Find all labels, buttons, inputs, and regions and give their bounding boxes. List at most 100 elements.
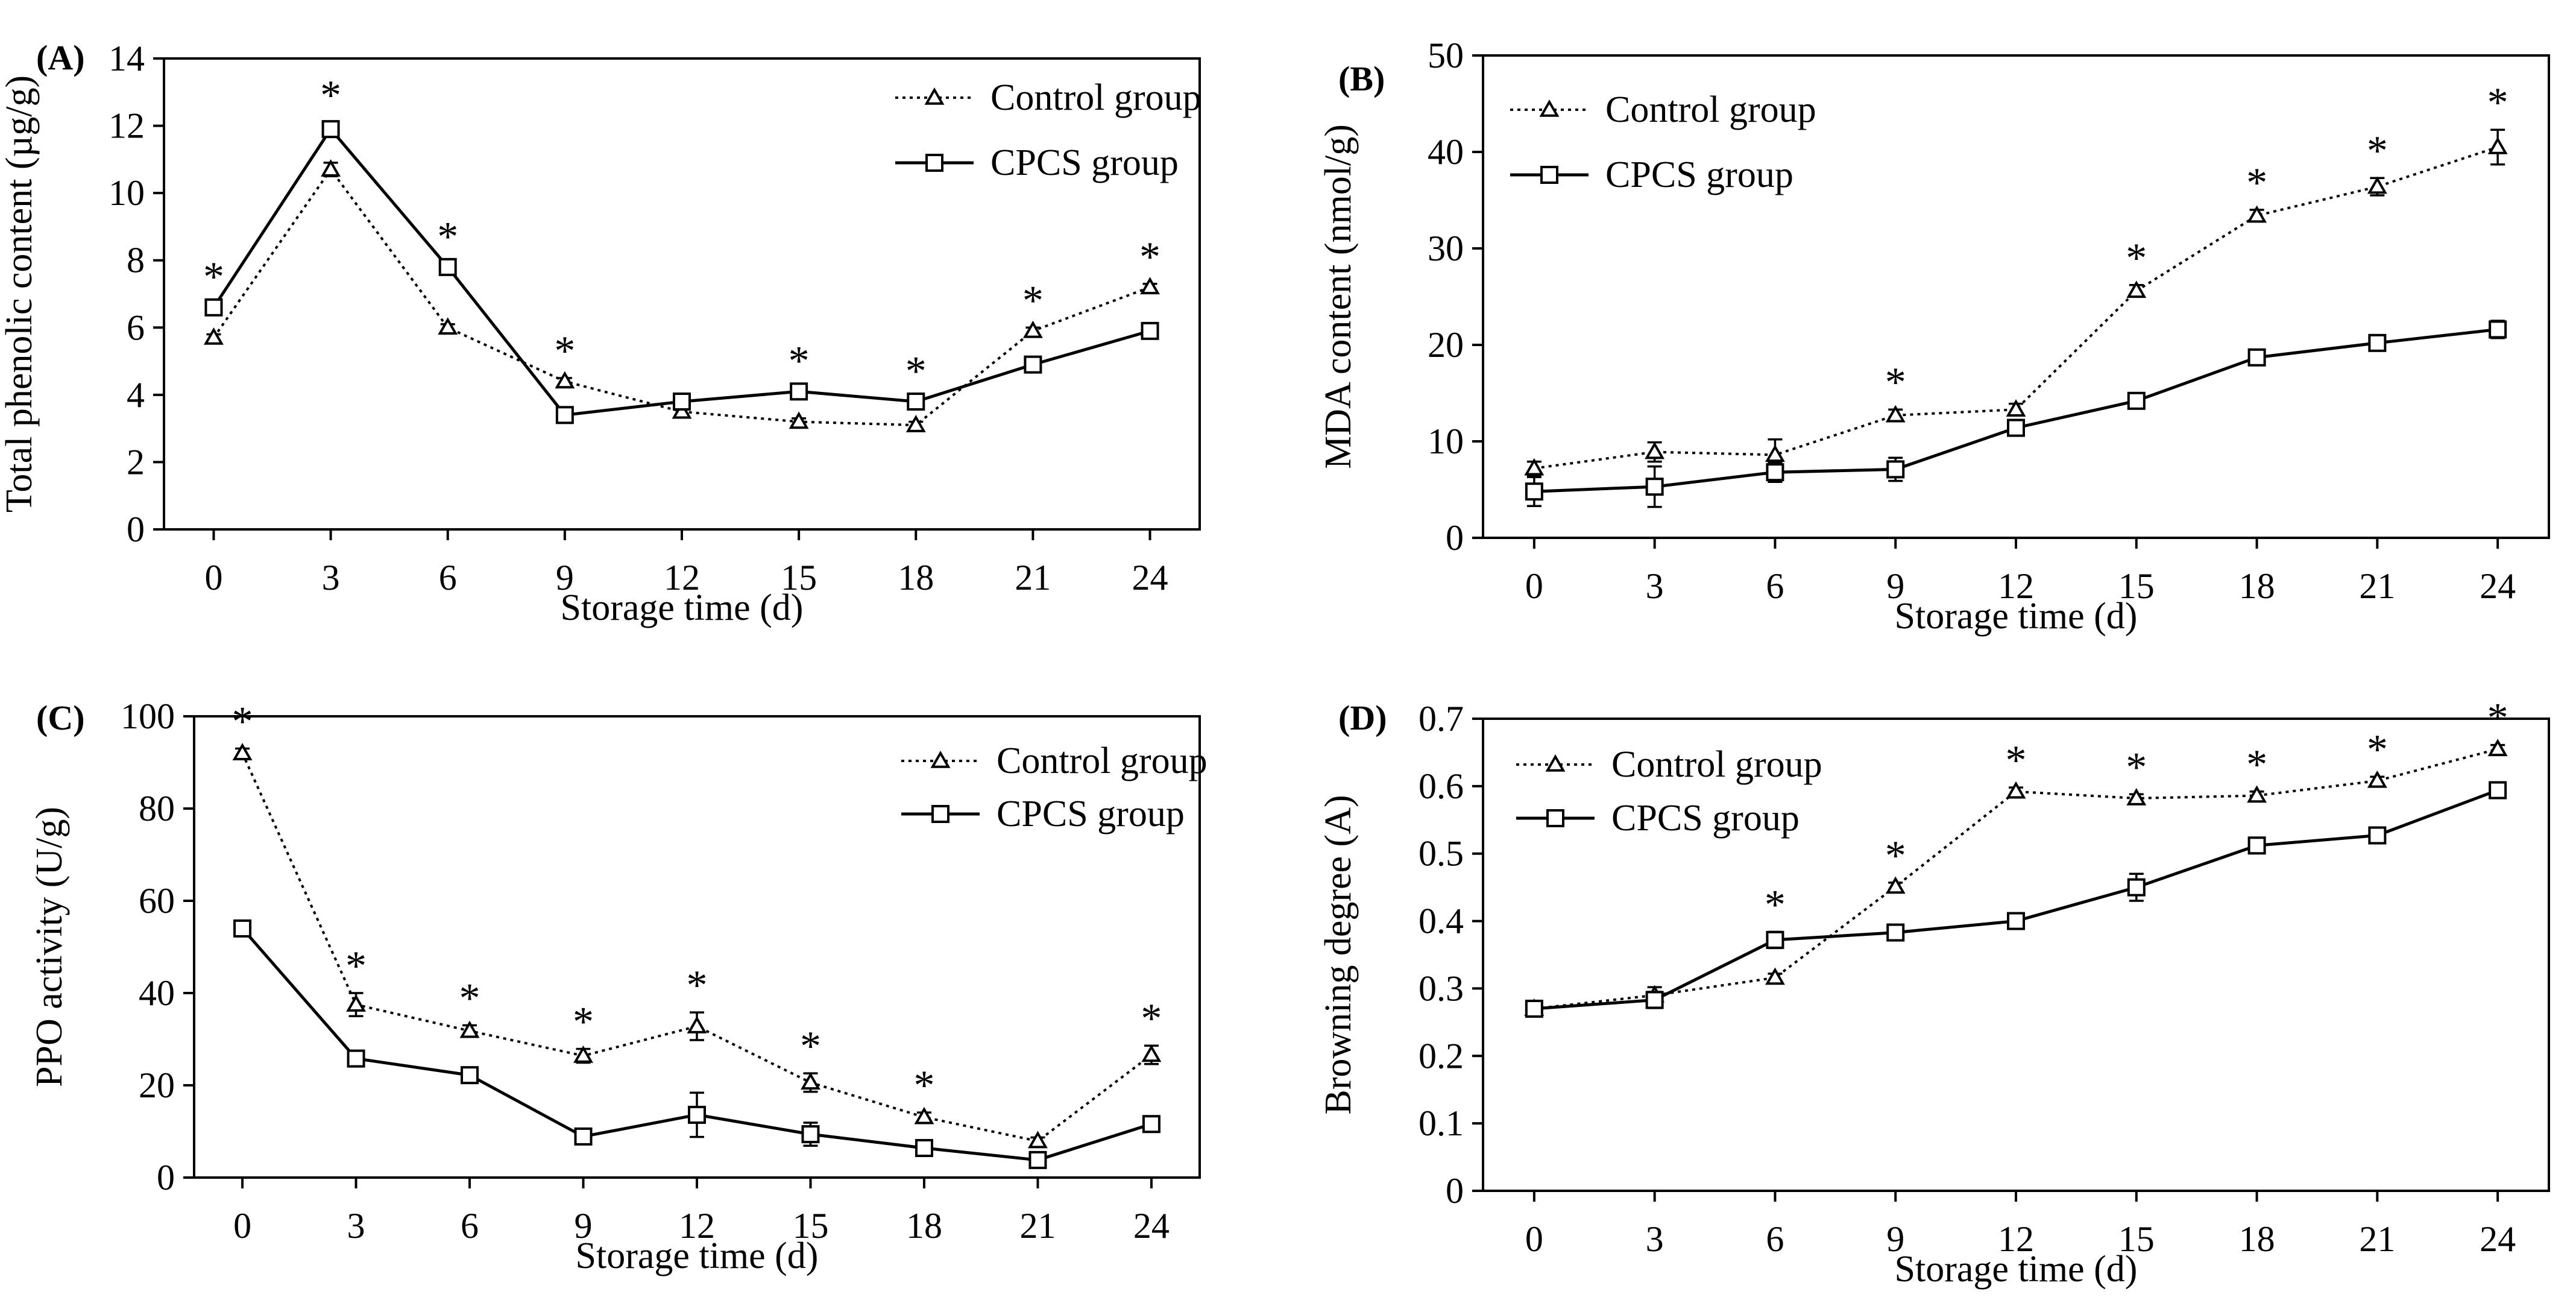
x-tick-label: 12 xyxy=(1998,566,2034,606)
data-point xyxy=(1885,876,1906,894)
y-tick-label: 100 xyxy=(121,696,175,736)
legend-marker xyxy=(930,750,951,768)
x-tick-label: 12 xyxy=(679,1206,715,1246)
significance-star: * xyxy=(345,943,367,989)
y-tick-label: 80 xyxy=(139,789,175,828)
y-tick-label: 40 xyxy=(139,973,175,1013)
y-tick-label: 60 xyxy=(139,881,175,921)
data-point xyxy=(347,1049,365,1068)
data-point xyxy=(1524,458,1545,476)
series-square xyxy=(1525,320,2507,508)
data-point xyxy=(1885,405,1906,423)
x-tick-label: 3 xyxy=(1646,1219,1664,1259)
data-point xyxy=(2487,136,2508,154)
significance-star: * xyxy=(1885,359,1906,406)
data-point xyxy=(1645,441,1665,459)
data-point xyxy=(801,1072,820,1090)
data-point xyxy=(2007,912,2025,930)
series-triangle xyxy=(1524,128,2508,476)
data-point xyxy=(461,1066,479,1085)
series-square xyxy=(1525,781,2507,1018)
y-tick-label: 30 xyxy=(1428,229,1464,268)
legend-marker xyxy=(924,87,945,105)
x-tick-label: 15 xyxy=(2118,566,2155,606)
legend-label: CPCS group xyxy=(1605,154,1793,195)
panel-label: (B) xyxy=(1338,59,1385,98)
significance-star: * xyxy=(687,962,708,1009)
y-tick-label: 0.1 xyxy=(1419,1103,1464,1143)
data-point xyxy=(905,415,926,432)
significance-star: * xyxy=(789,338,810,385)
data-point xyxy=(915,1139,933,1158)
x-tick-label: 3 xyxy=(347,1206,365,1246)
data-point xyxy=(1141,321,1159,340)
x-tick-label: 21 xyxy=(2359,1219,2395,1259)
data-point xyxy=(459,1020,480,1038)
significance-star: * xyxy=(905,348,927,394)
x-tick-label: 9 xyxy=(556,558,574,598)
y-tick-label: 0.6 xyxy=(1419,766,1464,806)
data-point xyxy=(2368,826,2387,845)
data-point xyxy=(1766,463,1784,482)
legend-label: CPCS group xyxy=(1611,798,1800,839)
y-tick-label: 50 xyxy=(1428,36,1464,75)
y-axis-title: PPO activity (U/g) xyxy=(29,807,70,1087)
series-line xyxy=(212,167,1151,427)
y-tick-label: 0 xyxy=(157,1158,175,1197)
data-point xyxy=(2006,781,2026,799)
x-tick-label: 6 xyxy=(1766,1219,1784,1259)
x-tick-label: 21 xyxy=(1019,1206,1056,1246)
y-tick-label: 0.5 xyxy=(1419,834,1464,874)
significance-star: * xyxy=(1765,882,1786,928)
significance-star: * xyxy=(232,699,253,745)
data-point xyxy=(672,401,692,419)
data-point xyxy=(801,1125,820,1144)
panel-label: (C) xyxy=(36,698,85,737)
data-point xyxy=(1028,1150,1047,1169)
significance-star: * xyxy=(2487,695,2508,742)
y-axis-title: Browning degree (A) xyxy=(1318,795,1359,1114)
x-tick-label: 9 xyxy=(1886,566,1904,606)
data-point xyxy=(2247,205,2267,223)
y-tick-label: 0 xyxy=(127,509,145,549)
data-point xyxy=(1765,967,1785,985)
legend-label: Control group xyxy=(990,77,1201,118)
x-tick-label: 0 xyxy=(204,558,222,598)
x-tick-label: 24 xyxy=(2480,566,2516,606)
data-point xyxy=(1886,460,1905,479)
data-point xyxy=(2487,739,2508,757)
data-point xyxy=(2489,781,2507,800)
x-tick-label: 6 xyxy=(439,558,457,598)
legend-marker xyxy=(1540,166,1558,184)
legend: Control group CPCS group xyxy=(901,740,1208,834)
x-tick-label: 15 xyxy=(781,558,817,598)
series-triangle xyxy=(232,743,1162,1149)
y-tick-label: 10 xyxy=(1428,421,1464,461)
y-tick-label: 6 xyxy=(127,308,145,347)
x-tick-label: 0 xyxy=(1525,1219,1543,1259)
data-point xyxy=(438,257,457,276)
x-tick-label: 6 xyxy=(1766,566,1784,606)
legend: Control group CPCS group xyxy=(895,77,1201,183)
x-tick-label: 18 xyxy=(898,558,934,598)
data-point xyxy=(2127,878,2146,897)
x-tick-label: 15 xyxy=(792,1206,828,1246)
significance-star: * xyxy=(1141,995,1162,1042)
significance-star: * xyxy=(2246,742,2267,788)
x-tick-label: 9 xyxy=(575,1206,593,1246)
x-axis-title: Storage time (d) xyxy=(561,587,804,628)
y-tick-label: 12 xyxy=(109,106,145,146)
data-point xyxy=(321,120,340,139)
x-tick-label: 15 xyxy=(2118,1219,2155,1259)
data-point xyxy=(687,1016,707,1033)
x-tick-label: 0 xyxy=(1525,566,1543,606)
data-point xyxy=(1645,478,1664,496)
data-point xyxy=(555,371,575,389)
data-point xyxy=(1028,1131,1048,1149)
data-point xyxy=(321,159,341,177)
legend-marker xyxy=(931,805,949,823)
data-point xyxy=(2006,399,2026,417)
data-point xyxy=(2247,836,2266,855)
